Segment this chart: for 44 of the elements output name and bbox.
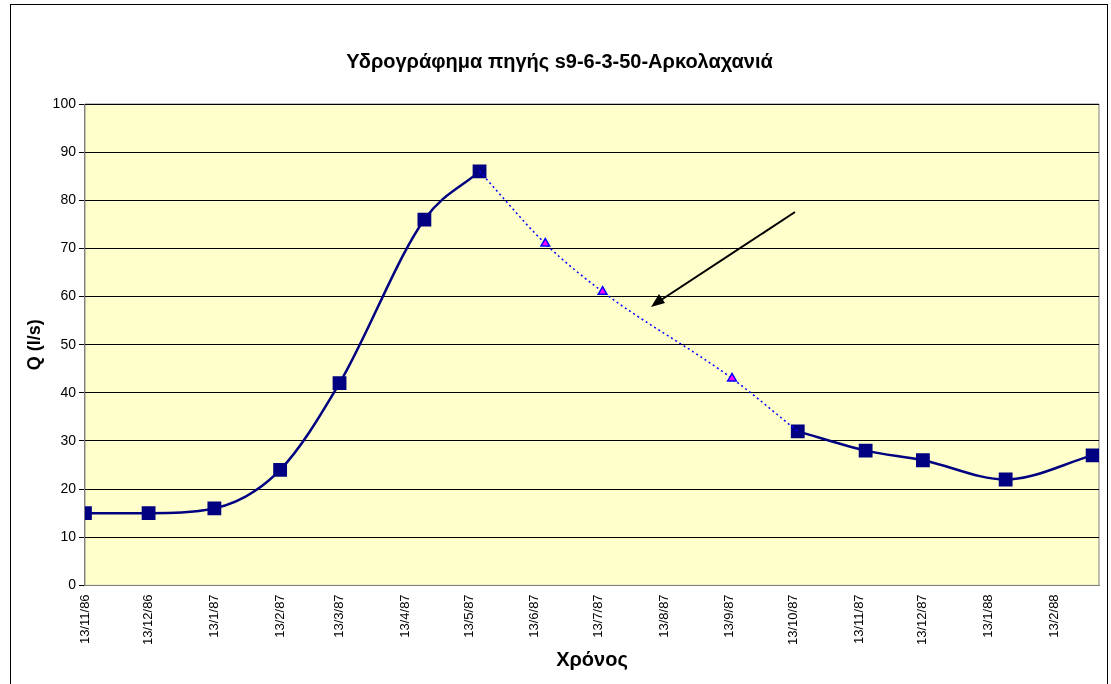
- x-tick-label: 13/9/87: [721, 594, 737, 638]
- x-tick-label: 13/3/87: [331, 594, 347, 638]
- point: [790, 424, 805, 439]
- point: [597, 286, 608, 295]
- y-tick-label: 30: [60, 431, 77, 448]
- x-tick-label: 13/4/87: [396, 594, 412, 638]
- y-tick-label: 10: [60, 528, 77, 545]
- point: [916, 453, 930, 468]
- x-tick-label: 13/10/87: [785, 594, 801, 646]
- point: [207, 501, 222, 516]
- y-tick-label: 80: [60, 191, 77, 208]
- x-tick-label: 13/5/87: [460, 594, 476, 638]
- point: [332, 376, 347, 391]
- point: [417, 212, 432, 227]
- y-tick-label: 0: [68, 576, 77, 593]
- y-tick-label: 40: [60, 383, 77, 400]
- y-tick-label: 60: [60, 287, 77, 304]
- x-tick-label: 13/1/87: [205, 594, 221, 638]
- y-tick-label: 70: [60, 239, 77, 256]
- y-tick-label: 100: [52, 94, 77, 111]
- x-tick-label: 13/1/88: [980, 594, 996, 638]
- point: [726, 372, 738, 382]
- y-tick-label: 90: [60, 143, 77, 159]
- x-tick-label: 13/7/87: [589, 594, 605, 638]
- x-tick-label: 13/11/87: [850, 594, 866, 645]
- y-tick-label: 50: [60, 335, 77, 352]
- chart-title: Υδρογράφημα πηγής s9-6-3-50-Αρκολαχανιά: [346, 49, 774, 72]
- y-tick-label: 20: [60, 479, 77, 496]
- x-tick-label: 13/11/86: [76, 594, 92, 645]
- point: [472, 164, 487, 179]
- point: [141, 506, 156, 521]
- x-tick-label: 13/6/87: [526, 594, 542, 638]
- x-tick-label: 13/12/87: [914, 594, 930, 646]
- x-axis-title: Χρόνος: [556, 647, 628, 670]
- point: [858, 443, 873, 458]
- x-tick-label: 13/2/87: [271, 594, 287, 638]
- x-tick-label: 13/12/86: [140, 594, 156, 646]
- y-axis-title: Q (l/s): [23, 319, 44, 371]
- x-tick-label: 13/2/88: [1046, 594, 1062, 638]
- point: [998, 472, 1013, 487]
- x-tick-label: 13/8/87: [655, 594, 671, 638]
- point: [1085, 448, 1099, 463]
- point: [540, 237, 551, 247]
- point: [273, 462, 288, 477]
